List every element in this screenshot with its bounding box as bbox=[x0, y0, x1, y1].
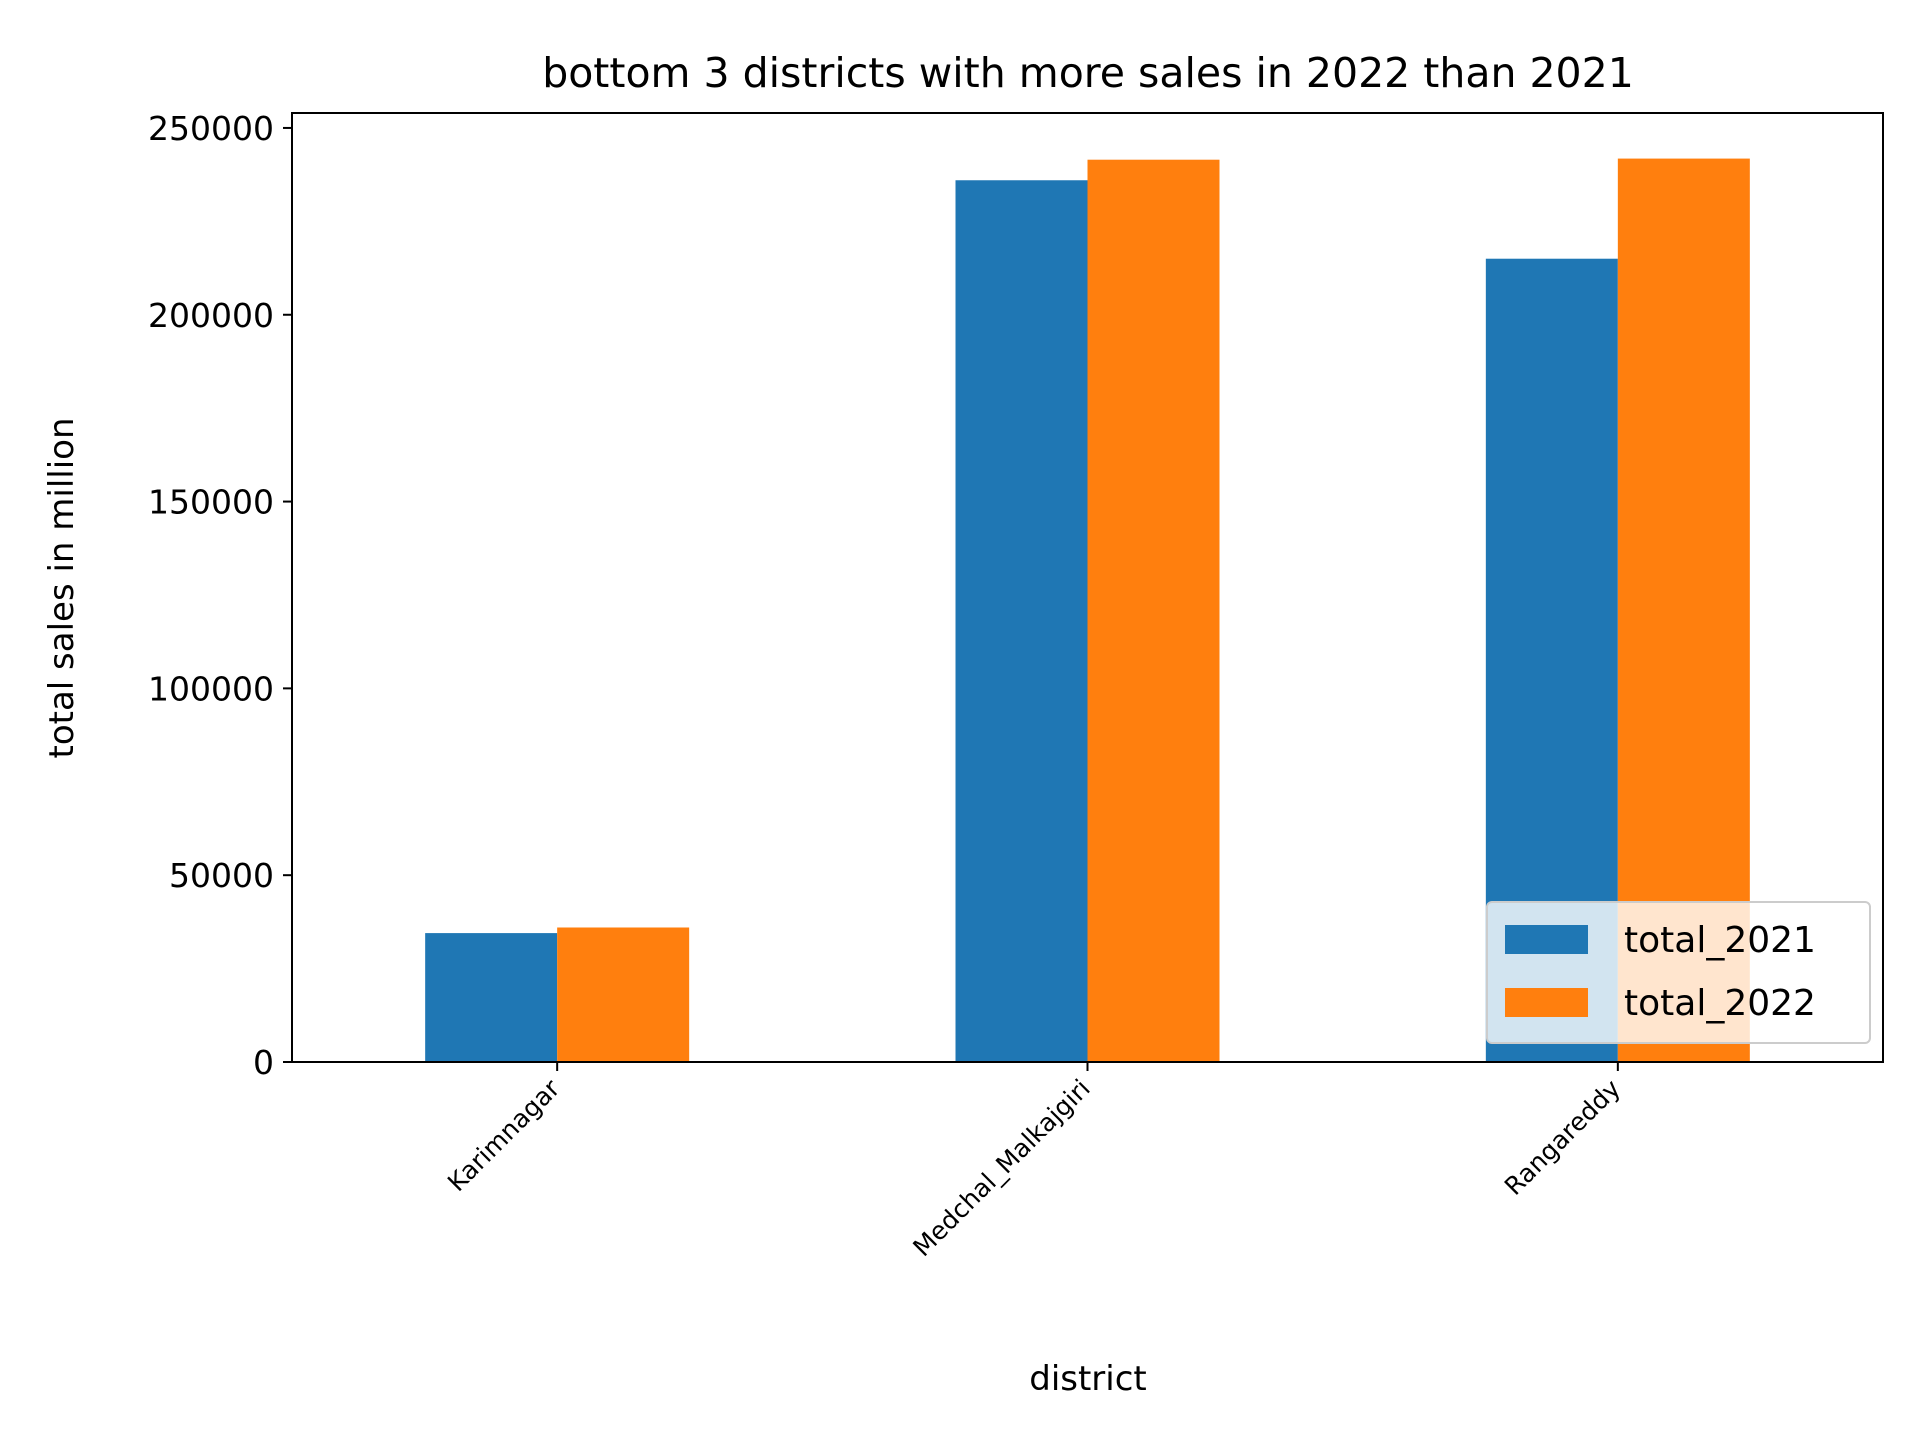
bar-total_2022-karimnagar bbox=[557, 927, 690, 1062]
y-tick-label: 100000 bbox=[148, 669, 274, 708]
x-tick-label-rangareddy: Rangareddy bbox=[1499, 1074, 1626, 1201]
legend-label-total_2022: total_2022 bbox=[1624, 983, 1816, 1024]
bar-total_2021-medchal_malkajgiri bbox=[955, 180, 1088, 1063]
y-tick-label: 0 bbox=[253, 1043, 274, 1082]
plot-frame bbox=[291, 112, 1884, 1063]
y-tick-label: 50000 bbox=[169, 856, 274, 895]
chart-title: bottom 3 districts with more sales in 20… bbox=[542, 49, 1634, 97]
legend: total_2021 total_2022 bbox=[1486, 901, 1871, 1044]
legend-label-total_2021: total_2021 bbox=[1624, 920, 1816, 961]
x-tick-label-medchal_malkajgiri: Medchal_Malkajgiri bbox=[907, 1074, 1095, 1262]
bar-total_2021-karimnagar bbox=[425, 933, 558, 1062]
x-axis-label: district bbox=[1029, 1359, 1147, 1399]
bar-total_2022-medchal_malkajgiri bbox=[1087, 159, 1220, 1062]
x-axis: Karimnagar Medchal_Malkajgiri Rangareddy bbox=[442, 1062, 1626, 1262]
y-tick-label: 200000 bbox=[148, 296, 274, 335]
y-tick-label: 250000 bbox=[148, 109, 274, 148]
legend-swatch-total_2021 bbox=[1505, 925, 1588, 954]
y-axis-label: total sales in million bbox=[42, 417, 82, 758]
x-tick-label-karimnagar: Karimnagar bbox=[442, 1073, 566, 1197]
y-tick-label: 150000 bbox=[148, 483, 274, 522]
legend-swatch-total_2022 bbox=[1505, 988, 1588, 1017]
y-axis: 0 50000 100000 150000 200000 250000 bbox=[148, 109, 292, 1082]
